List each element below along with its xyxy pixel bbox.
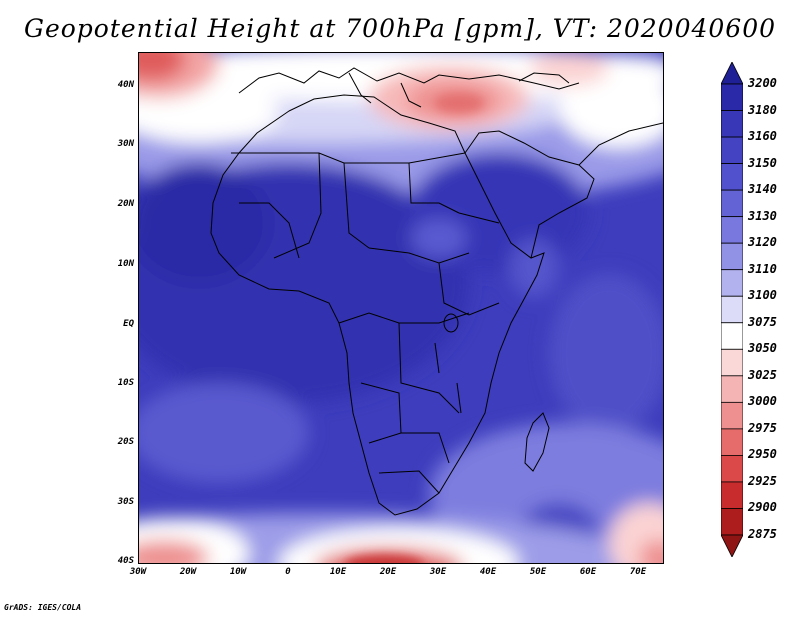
colorbar-level-label: 3025 xyxy=(748,367,777,382)
colorbar-box xyxy=(721,508,743,536)
colorbar-box xyxy=(721,110,743,138)
colorbar-level-label: 3140 xyxy=(748,182,777,197)
colorbar-box xyxy=(721,136,743,164)
lon-label-40e: 40E xyxy=(479,567,497,577)
colorbar-level-label: 3110 xyxy=(748,261,777,276)
lat-label-10n: 10N xyxy=(117,259,134,269)
colorbar-box xyxy=(721,295,743,324)
lon-label-10w: 10W xyxy=(229,567,247,577)
map-panel xyxy=(138,52,664,564)
colorbar-level-label: 2925 xyxy=(748,473,777,488)
plot-title: Geopotential Height at 700hPa [gpm], VT:… xyxy=(23,14,777,43)
colorbar-level-label: 2975 xyxy=(748,420,777,435)
lon-label-30w: 30W xyxy=(129,567,147,577)
colorbar-level-label: 3180 xyxy=(748,102,777,117)
colorbar-box xyxy=(721,348,743,377)
coastlines xyxy=(210,67,663,516)
colorbar-box xyxy=(721,455,743,483)
colorbar-level-label: 3050 xyxy=(748,341,777,356)
colorbar-level-label: 2950 xyxy=(748,447,777,462)
geopotential-map xyxy=(139,53,663,563)
lon-label-20w: 20W xyxy=(179,567,197,577)
colorbar-bottom-arrow xyxy=(721,534,743,557)
lon-label-50e: 50E xyxy=(529,567,547,577)
lon-label-0: 0 xyxy=(285,567,291,577)
lat-label-40s: 40S xyxy=(117,556,134,566)
colorbar-box xyxy=(721,481,743,509)
lat-label-20n: 20N xyxy=(117,199,134,209)
colorbar-level-label: 3160 xyxy=(748,129,777,144)
lat-label-20s: 20S xyxy=(117,437,134,447)
colorbar-box xyxy=(721,428,743,456)
height-field xyxy=(139,53,663,563)
colorbar-box xyxy=(721,189,743,218)
colorbar-level-label: 3075 xyxy=(748,314,777,329)
colorbar-level-label: 3150 xyxy=(748,155,777,170)
colorbar-level-label: 3130 xyxy=(748,208,777,223)
colorbar-box xyxy=(721,375,743,403)
lat-label-eq: EQ xyxy=(123,319,134,329)
colorbar-box xyxy=(721,163,743,191)
lat-label-40n: 40N xyxy=(117,80,134,90)
colorbar-box xyxy=(721,269,743,297)
lat-label-30n: 30N xyxy=(117,139,134,149)
colorbar-box xyxy=(721,322,743,350)
colorbar xyxy=(721,62,743,557)
lon-label-70e: 70E xyxy=(629,567,647,577)
lat-label-10s: 10S xyxy=(117,378,134,388)
colorbar-level-label: 2900 xyxy=(748,500,777,515)
grads-credit: GrADS: IGES/COLA xyxy=(4,603,82,612)
lon-label-30e: 30E xyxy=(429,567,447,577)
colorbar-box xyxy=(721,216,743,244)
lon-label-10e: 10E xyxy=(329,567,347,577)
colorbar-top-arrow xyxy=(721,62,743,85)
colorbar-box xyxy=(721,83,743,111)
colorbar-level-label: 3200 xyxy=(748,76,777,90)
colorbar-level-label: 2875 xyxy=(748,527,777,541)
lon-label-60e: 60E xyxy=(579,567,597,577)
colorbar-level-label: 3120 xyxy=(748,235,777,250)
colorbar-box xyxy=(721,242,743,271)
colorbar-box xyxy=(721,401,743,430)
colorbar-level-label: 3100 xyxy=(748,288,777,303)
lat-label-30s: 30S xyxy=(117,497,134,507)
colorbar-level-label: 3000 xyxy=(748,394,777,409)
lon-label-20e: 20E xyxy=(379,567,397,577)
